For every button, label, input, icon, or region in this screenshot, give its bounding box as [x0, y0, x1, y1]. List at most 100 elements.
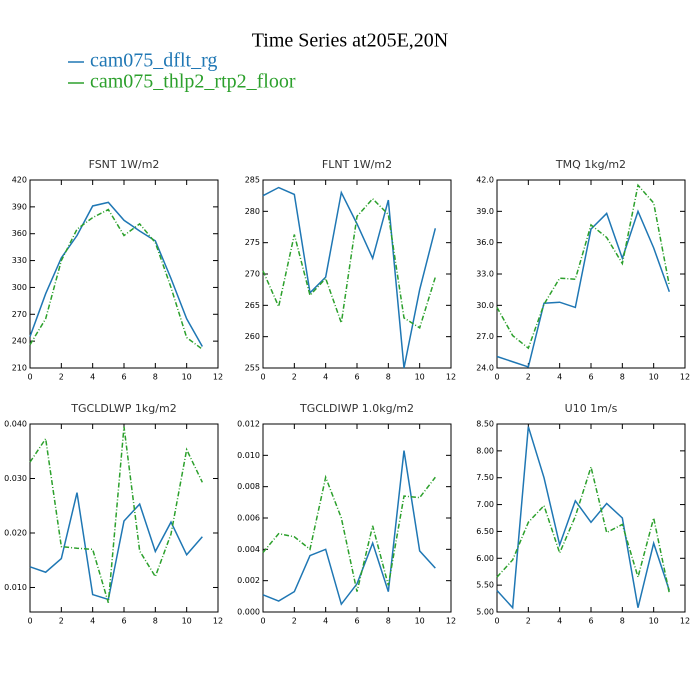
x-tick-label: 0: [260, 373, 265, 382]
y-tick-label: 420: [12, 176, 27, 185]
x-tick-label: 12: [680, 617, 690, 626]
y-tick-label: 7.00: [476, 500, 494, 509]
y-tick-label: 270: [12, 310, 27, 319]
x-tick-label: 2: [292, 617, 297, 626]
x-tick-label: 6: [588, 373, 593, 382]
y-tick-label: 6.50: [476, 527, 494, 536]
y-tick-label: 42.0: [476, 176, 494, 185]
x-tick-label: 12: [213, 617, 223, 626]
x-tick-label: 8: [153, 373, 158, 382]
y-tick-label: 255: [245, 364, 260, 373]
x-tick-label: 0: [494, 373, 499, 382]
y-tick-label: 33.0: [476, 270, 494, 279]
plot-frame: [29, 423, 219, 613]
y-tick-label: 8.00: [476, 446, 494, 455]
x-tick-label: 10: [649, 373, 659, 382]
y-tick-label: 5.00: [476, 608, 494, 617]
y-tick-label: 270: [245, 270, 260, 279]
series-line: [29, 208, 203, 350]
x-tick-label: 10: [415, 617, 425, 626]
x-tick-label: 6: [121, 373, 126, 382]
x-tick-label: 4: [323, 617, 328, 626]
panel-title: TMQ 1kg/m2: [555, 158, 626, 171]
x-tick-label: 10: [415, 373, 425, 382]
y-tick-label: 30.0: [476, 301, 494, 310]
x-tick-label: 12: [680, 373, 690, 382]
y-tick-label: 300: [12, 283, 27, 292]
panel-title: FSNT 1W/m2: [89, 158, 160, 171]
series-line: [262, 197, 437, 330]
x-tick-label: 12: [446, 617, 456, 626]
plot-frame: [262, 179, 452, 369]
panel-title: U10 1m/s: [565, 402, 618, 415]
x-tick-label: 2: [526, 617, 531, 626]
panel-title: FLNT 1W/m2: [322, 158, 392, 171]
x-tick-label: 6: [121, 617, 126, 626]
x-tick-label: 2: [59, 617, 64, 626]
x-tick-label: 2: [292, 373, 297, 382]
y-tick-label: 0.004: [237, 545, 260, 554]
x-tick-label: 8: [386, 617, 391, 626]
x-tick-label: 8: [153, 617, 158, 626]
x-tick-label: 8: [386, 373, 391, 382]
x-tick-label: 8: [620, 617, 625, 626]
y-tick-label: 275: [245, 238, 260, 247]
x-tick-label: 0: [27, 373, 32, 382]
y-tick-label: 330: [12, 256, 27, 265]
y-tick-label: 36.0: [476, 238, 494, 247]
x-tick-label: 4: [557, 617, 562, 626]
x-tick-label: 0: [27, 617, 32, 626]
y-tick-label: 0.012: [237, 420, 260, 429]
x-tick-label: 0: [260, 617, 265, 626]
y-tick-label: 260: [245, 332, 260, 341]
y-tick-label: 210: [12, 364, 27, 373]
y-tick-label: 285: [245, 176, 260, 185]
x-tick-label: 12: [446, 373, 456, 382]
x-tick-label: 2: [59, 373, 64, 382]
x-tick-label: 12: [213, 373, 223, 382]
legend-label: cam075_dflt_rg: [90, 50, 217, 72]
y-tick-label: 240: [12, 337, 27, 346]
y-tick-label: 8.50: [476, 420, 494, 429]
y-tick-label: 0.010: [4, 583, 27, 592]
y-tick-label: 0.040: [4, 420, 27, 429]
y-tick-label: 0.006: [237, 514, 260, 523]
y-tick-label: 390: [12, 202, 27, 211]
panel-title: TGCLDLWP 1kg/m2: [70, 402, 176, 415]
x-tick-label: 2: [526, 373, 531, 382]
series-line: [496, 426, 671, 610]
y-tick-label: 265: [245, 301, 260, 310]
plot-frame: [496, 423, 686, 613]
y-tick-label: 0.000: [237, 608, 260, 617]
x-tick-label: 6: [354, 373, 359, 382]
plot-frame: [496, 179, 686, 369]
series-line: [262, 450, 436, 606]
x-tick-label: 4: [90, 617, 95, 626]
series-line: [496, 183, 671, 350]
y-tick-label: 0.020: [4, 528, 27, 537]
panel-title: TGCLDIWP 1.0kg/m2: [299, 402, 414, 415]
y-tick-label: 7.50: [476, 473, 494, 482]
y-tick-label: 39.0: [476, 207, 494, 216]
y-tick-label: 0.010: [237, 451, 260, 460]
x-tick-label: 10: [649, 617, 659, 626]
x-tick-label: 6: [354, 617, 359, 626]
y-tick-label: 0.008: [237, 482, 260, 491]
chart-title: Time Series at205E,20N: [252, 30, 448, 52]
y-tick-label: 6.00: [476, 554, 494, 563]
x-tick-label: 8: [620, 373, 625, 382]
legend-label: cam075_thlp2_rtp2_floor: [90, 71, 296, 93]
x-tick-label: 0: [494, 617, 499, 626]
x-tick-label: 10: [182, 373, 192, 382]
series-line: [29, 426, 204, 603]
series-line: [262, 186, 437, 369]
y-tick-label: 5.50: [476, 581, 494, 590]
y-tick-label: 0.002: [237, 576, 260, 585]
x-tick-label: 10: [182, 617, 192, 626]
y-tick-label: 280: [245, 207, 260, 216]
series-line: [29, 201, 203, 347]
y-tick-label: 360: [12, 229, 27, 238]
series-line: [262, 474, 436, 592]
y-tick-label: 24.0: [476, 364, 494, 373]
